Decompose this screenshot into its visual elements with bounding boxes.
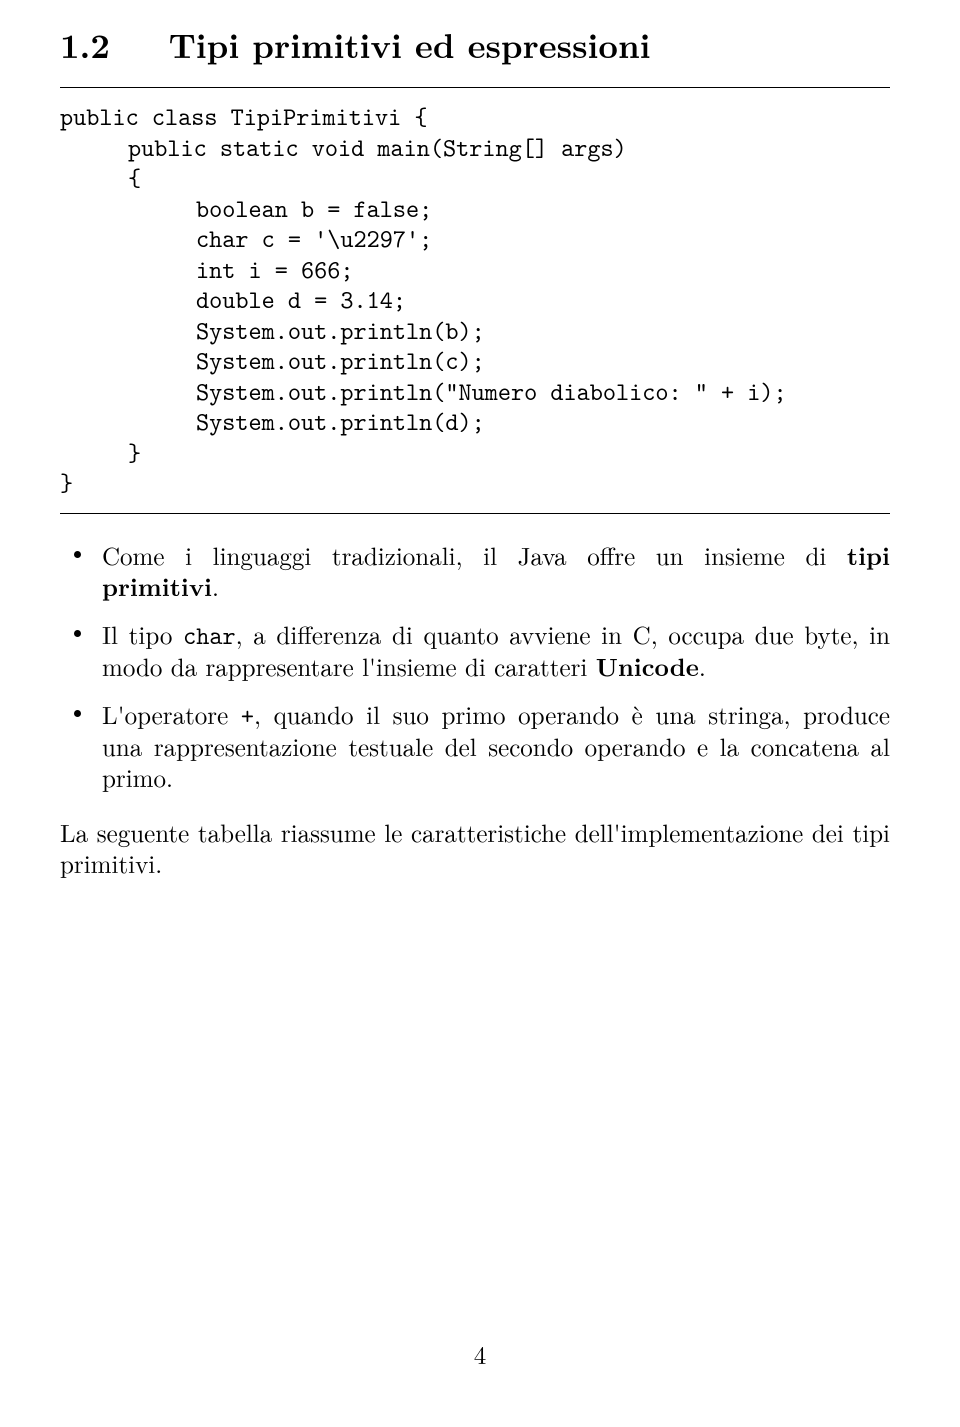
text: L'operatore [102, 697, 241, 732]
code-line: public static void main(String[] args) [60, 133, 890, 164]
code-line: double d = 3.14; [60, 285, 890, 316]
code-line: { [60, 163, 890, 194]
rule-bottom [60, 513, 890, 514]
rule-top [60, 87, 890, 88]
bullet-item: Come i linguaggi tradizionali, il Java o… [60, 540, 890, 602]
closing-paragraph: La seguente tabella riassume le caratter… [60, 817, 890, 879]
code-line: } [60, 466, 73, 499]
section-number: 1.2 [60, 20, 110, 69]
text: . [699, 649, 706, 684]
code-line: System.out.println("Numero diabolico: " … [60, 377, 890, 408]
code-line: public class TipiPrimitivi { [60, 100, 428, 133]
code-line: int i = 666; [60, 255, 890, 286]
page-number: 4 [0, 1337, 960, 1372]
text-bold: Unicode [596, 649, 699, 684]
code-line: } [60, 438, 890, 469]
code-line: System.out.println(d); [60, 407, 890, 438]
code-line: char c = '\u2297'; [60, 224, 890, 255]
text: Come i linguaggi tradizionali, il Java o… [102, 538, 847, 573]
bullet-item: Il tipo char, a differenza di quanto avv… [60, 619, 890, 682]
code-line: boolean b = false; [60, 194, 890, 225]
section-heading: 1.2 Tipi primitivi ed espressioni [60, 20, 890, 69]
code-line: System.out.println(c); [60, 346, 890, 377]
text: Il tipo [102, 617, 183, 652]
code-listing: public class TipiPrimitivi { public stat… [60, 102, 890, 499]
text-code: + [241, 699, 254, 732]
section-title: Tipi primitivi ed espressioni [169, 20, 651, 69]
bullet-list: Come i linguaggi tradizionali, il Java o… [60, 540, 890, 793]
page: 1.2 Tipi primitivi ed espressioni public… [0, 0, 960, 1427]
bullet-item: L'operatore +, quando il suo primo opera… [60, 699, 890, 793]
code-line: System.out.println(b); [60, 316, 890, 347]
text: . [212, 569, 219, 604]
text-code: char [183, 619, 236, 652]
